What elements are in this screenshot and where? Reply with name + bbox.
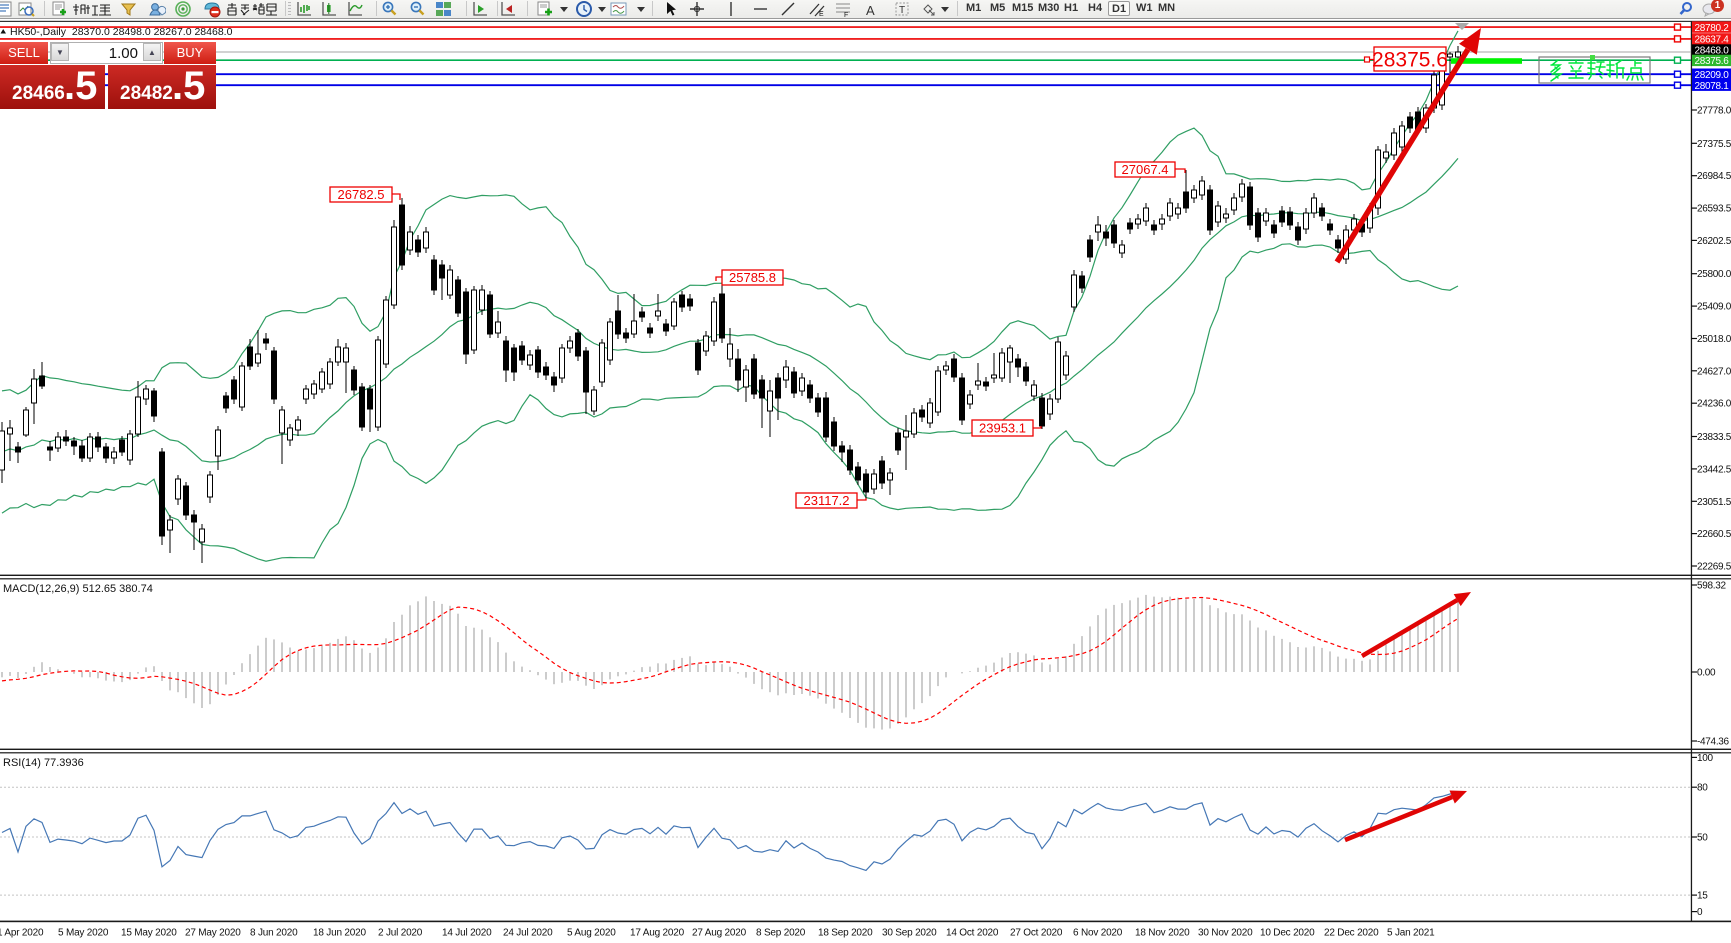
svg-text:23051.5: 23051.5 bbox=[1697, 497, 1731, 508]
svg-text:5 Jan 2021: 5 Jan 2021 bbox=[1387, 928, 1435, 939]
svg-text:MACD(12,26,9) 512.65 380.74: MACD(12,26,9) 512.65 380.74 bbox=[3, 583, 153, 595]
svg-text:50: 50 bbox=[1697, 833, 1708, 844]
svg-text:10 Dec 2020: 10 Dec 2020 bbox=[1260, 928, 1315, 939]
svg-text:28209.0: 28209.0 bbox=[1695, 70, 1730, 81]
svg-text:30 Sep 2020: 30 Sep 2020 bbox=[882, 928, 937, 939]
svg-text:22 Dec 2020: 22 Dec 2020 bbox=[1324, 928, 1379, 939]
svg-text:28375.6: 28375.6 bbox=[1372, 49, 1448, 72]
svg-text:F: F bbox=[844, 12, 848, 18]
svg-text:25409.0: 25409.0 bbox=[1697, 302, 1731, 313]
svg-text:28468.0: 28468.0 bbox=[1695, 46, 1730, 57]
svg-text:1 Apr 2020: 1 Apr 2020 bbox=[0, 928, 44, 939]
svg-text:14 Jul 2020: 14 Jul 2020 bbox=[442, 928, 492, 939]
svg-text:27 May 2020: 27 May 2020 bbox=[185, 928, 241, 939]
svg-text:27067.4: 27067.4 bbox=[1122, 162, 1169, 177]
svg-text:15: 15 bbox=[1697, 891, 1708, 902]
svg-text:23442.5: 23442.5 bbox=[1697, 464, 1731, 475]
svg-text:27 Aug 2020: 27 Aug 2020 bbox=[692, 928, 747, 939]
svg-text:6 Nov 2020: 6 Nov 2020 bbox=[1073, 928, 1123, 939]
svg-text:598.32: 598.32 bbox=[1697, 581, 1727, 592]
svg-text:5 Aug 2020: 5 Aug 2020 bbox=[567, 928, 616, 939]
svg-text:24627.0: 24627.0 bbox=[1697, 366, 1731, 377]
svg-text:25785.8: 25785.8 bbox=[729, 270, 776, 285]
svg-text:0.00: 0.00 bbox=[1697, 668, 1716, 679]
svg-text:26202.5: 26202.5 bbox=[1697, 236, 1731, 247]
svg-text:30 Nov 2020: 30 Nov 2020 bbox=[1198, 928, 1253, 939]
svg-text:T: T bbox=[899, 5, 905, 16]
svg-text:8 Sep 2020: 8 Sep 2020 bbox=[756, 928, 806, 939]
svg-text:RSI(14) 77.3936: RSI(14) 77.3936 bbox=[3, 757, 84, 769]
svg-text:23117.2: 23117.2 bbox=[803, 493, 849, 508]
svg-text:18 Nov 2020: 18 Nov 2020 bbox=[1135, 928, 1190, 939]
svg-text:17 Aug 2020: 17 Aug 2020 bbox=[630, 928, 685, 939]
svg-text:25800.0: 25800.0 bbox=[1697, 269, 1731, 280]
svg-text:22660.5: 22660.5 bbox=[1697, 529, 1731, 540]
svg-text:27778.0: 27778.0 bbox=[1697, 106, 1731, 117]
svg-text:27375.5: 27375.5 bbox=[1697, 139, 1731, 150]
svg-text:18 Jun 2020: 18 Jun 2020 bbox=[313, 928, 366, 939]
svg-text:5 May 2020: 5 May 2020 bbox=[58, 928, 109, 939]
svg-text:23953.1: 23953.1 bbox=[979, 421, 1026, 436]
svg-text:0: 0 bbox=[1697, 907, 1703, 918]
svg-text:28078.1: 28078.1 bbox=[1695, 81, 1730, 92]
svg-text:E: E bbox=[819, 11, 824, 18]
svg-text:28780.2: 28780.2 bbox=[1695, 23, 1730, 34]
svg-text:15 May 2020: 15 May 2020 bbox=[121, 928, 177, 939]
svg-text:23833.5: 23833.5 bbox=[1697, 432, 1731, 443]
svg-text:28375.6: 28375.6 bbox=[1695, 56, 1730, 67]
svg-text:22269.5: 22269.5 bbox=[1697, 562, 1731, 573]
svg-text:28637.4: 28637.4 bbox=[1695, 35, 1730, 46]
svg-text:14 Oct 2020: 14 Oct 2020 bbox=[946, 928, 999, 939]
svg-text:80: 80 bbox=[1697, 783, 1708, 794]
svg-text:8 Jun 2020: 8 Jun 2020 bbox=[250, 928, 298, 939]
svg-text:27 Oct 2020: 27 Oct 2020 bbox=[1010, 928, 1063, 939]
svg-text:26984.5: 26984.5 bbox=[1697, 171, 1731, 182]
svg-text:26782.5: 26782.5 bbox=[338, 187, 385, 202]
svg-text:26593.5: 26593.5 bbox=[1697, 204, 1731, 215]
svg-text:24236.0: 24236.0 bbox=[1697, 399, 1731, 410]
svg-text:2 Jul 2020: 2 Jul 2020 bbox=[378, 928, 423, 939]
svg-text:25018.0: 25018.0 bbox=[1697, 334, 1731, 345]
svg-text:HK50-,Daily 28370.0 28498.0 2: HK50-,Daily 28370.0 28498.0 28267.0 2846… bbox=[10, 26, 233, 38]
svg-text:100: 100 bbox=[1697, 753, 1714, 764]
svg-text:24 Jul 2020: 24 Jul 2020 bbox=[503, 928, 553, 939]
svg-text:-474.36: -474.36 bbox=[1697, 737, 1730, 748]
svg-text:18 Sep 2020: 18 Sep 2020 bbox=[818, 928, 873, 939]
